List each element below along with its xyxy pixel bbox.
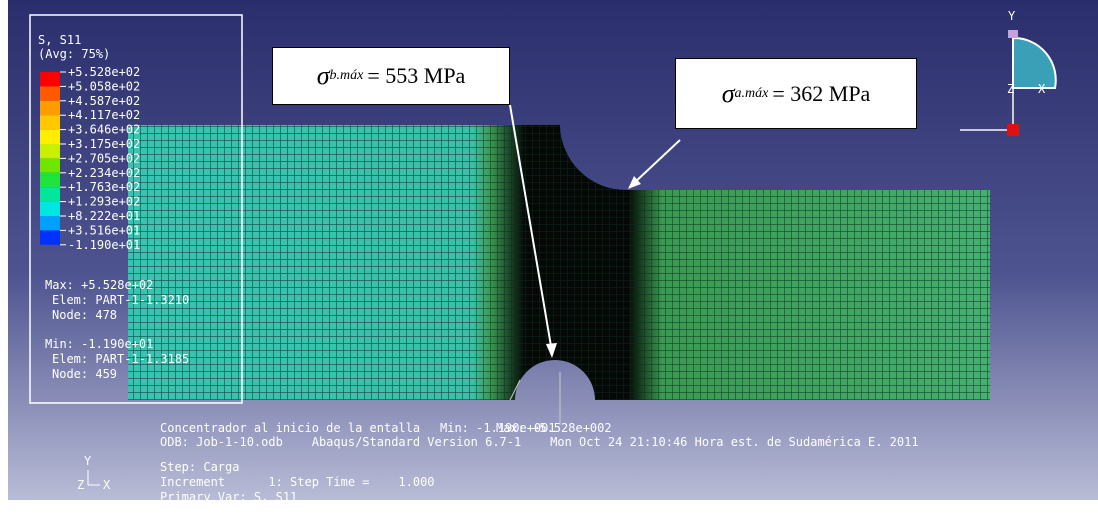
view-z: Z xyxy=(1007,82,1014,96)
legend-label: +3.516e+01 xyxy=(68,223,140,237)
annotation-text: = 362 MPa xyxy=(772,81,870,107)
legend-swatch xyxy=(40,230,60,244)
triad-y: Y xyxy=(84,454,92,468)
legend-label: +2.705e+02 xyxy=(68,151,140,165)
viewport: S, S11 (Avg: 75%) +5.528e+02+5.058e+02+4… xyxy=(0,0,1098,519)
screenshot: S, S11 (Avg: 75%) +5.528e+02+5.058e+02+4… xyxy=(0,0,1098,519)
legend-swatch xyxy=(40,216,60,230)
view-y: Y xyxy=(1008,9,1016,23)
legend-title: S, S11 xyxy=(38,33,81,47)
legend-label: +5.058e+02 xyxy=(68,79,140,93)
legend-swatch xyxy=(40,187,60,201)
min-node: Node: 459 xyxy=(52,367,117,381)
legend-label: +4.117e+02 xyxy=(68,108,140,122)
legend-swatch xyxy=(40,173,60,187)
annotation-symbol: σ xyxy=(722,79,735,109)
max-elem: Elem: PART-1-1.3210 xyxy=(52,293,189,307)
legend-swatch xyxy=(40,115,60,129)
legend-label: +2.234e+02 xyxy=(68,166,140,180)
footer-line: Concentrador al inicio de la entalla xyxy=(160,421,420,435)
min-value: Min: -1.190e+01 xyxy=(45,337,153,351)
legend-label: +4.587e+02 xyxy=(68,94,140,108)
legend-label: +5.528e+02 xyxy=(68,65,140,79)
footer-line: ODB: Job-1-10.odb Abaqus/Standard Versio… xyxy=(160,435,919,449)
legend-label: +3.646e+02 xyxy=(68,123,140,137)
legend-average: (Avg: 75%) xyxy=(38,47,110,61)
legend-label: +3.175e+02 xyxy=(68,137,140,151)
legend-label: +8.222e+01 xyxy=(68,209,140,223)
annotation-subscript: b.máx xyxy=(330,68,364,84)
legend-scale: +5.528e+02+5.058e+02+4.587e+02+4.117e+02… xyxy=(40,65,140,252)
footer-line: Primary Var: S, S11 xyxy=(160,490,297,504)
legend-swatch xyxy=(40,86,60,100)
legend-label: +1.763e+02 xyxy=(68,180,140,194)
legend-label: +1.293e+02 xyxy=(68,195,140,209)
annotation-subscript: a.máx xyxy=(735,86,769,102)
max-node: Node: 478 xyxy=(52,308,117,322)
legend-label: -1.190e+01 xyxy=(68,238,140,252)
legend-swatch xyxy=(40,130,60,144)
annotation-symbol: σ xyxy=(317,61,330,91)
view-x: X xyxy=(1038,82,1046,96)
legend-swatch xyxy=(40,101,60,115)
triad-x: X xyxy=(103,478,111,492)
annotation-text: = 553 MPa xyxy=(367,63,465,89)
probe-max: Max: +5.528e+002 xyxy=(496,421,612,435)
footer-line: Increment 1: Step Time = 1.000 xyxy=(160,475,435,489)
legend-swatch xyxy=(40,202,60,216)
triad-z: Z xyxy=(77,478,84,492)
legend-swatch xyxy=(40,158,60,172)
min-elem: Elem: PART-1-1.3185 xyxy=(52,352,189,366)
footer-line: Step: Carga xyxy=(160,460,239,474)
legend-swatch xyxy=(40,72,60,86)
max-value: Max: +5.528e+02 xyxy=(45,278,153,292)
legend-swatch xyxy=(40,144,60,158)
